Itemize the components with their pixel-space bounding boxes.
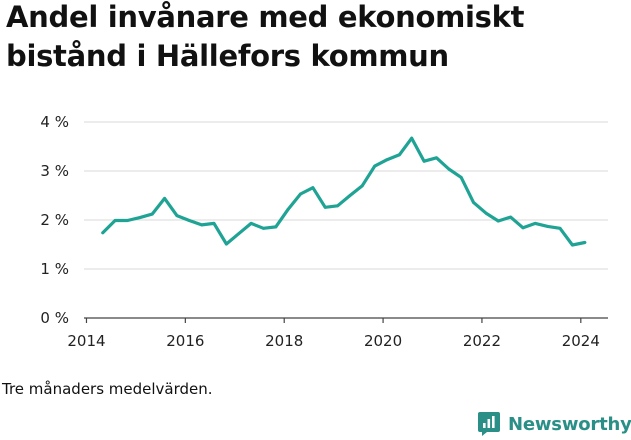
data-point xyxy=(558,226,562,230)
data-point xyxy=(212,222,216,225)
x-tick-label: 2018 xyxy=(265,332,303,350)
data-point xyxy=(373,164,377,168)
data-point xyxy=(175,214,179,218)
data-point xyxy=(398,153,401,157)
data-point xyxy=(571,243,574,247)
x-axis-tick-labels: 2014 2016 2018 2020 2022 2024 xyxy=(67,332,600,350)
data-point xyxy=(410,136,414,140)
data-point xyxy=(138,216,142,220)
data-point xyxy=(385,158,389,162)
data-point xyxy=(323,205,327,209)
data-point xyxy=(126,219,129,222)
data-point xyxy=(163,197,167,200)
chart-title: Andel invånare med ekonomiskt bistånd i … xyxy=(6,0,525,73)
data-point xyxy=(286,207,290,211)
data-point xyxy=(447,167,451,171)
data-point xyxy=(299,192,302,196)
data-point xyxy=(521,226,525,230)
brand-name: Newsworthy xyxy=(508,413,631,435)
data-point xyxy=(262,226,265,230)
newsworthy-logo-icon xyxy=(478,412,500,436)
y-axis-tick-labels: 0 % 1 % 2 % 3 % 4 % xyxy=(40,113,69,327)
data-point xyxy=(422,159,426,163)
data-point xyxy=(435,156,438,160)
data-point xyxy=(509,215,512,219)
data-point xyxy=(546,225,550,228)
series-layer xyxy=(101,136,587,247)
y-tick-label: 2 % xyxy=(40,211,69,229)
y-tick-label: 0 % xyxy=(40,309,69,327)
data-point xyxy=(237,232,241,236)
series-line xyxy=(101,136,587,247)
data-point xyxy=(360,184,364,188)
x-axis xyxy=(84,317,608,323)
data-point xyxy=(336,204,339,208)
brand-logo[interactable]: Newsworthy xyxy=(477,408,631,440)
data-point xyxy=(200,223,204,227)
data-point xyxy=(249,222,253,225)
grid-lines xyxy=(84,121,608,270)
data-point xyxy=(459,176,463,179)
data-point xyxy=(533,222,537,225)
data-point xyxy=(101,231,105,235)
data-point xyxy=(472,201,475,204)
data-point xyxy=(225,242,228,246)
data-point xyxy=(348,194,352,197)
x-tick-label: 2024 xyxy=(562,332,600,350)
data-point xyxy=(311,186,315,190)
x-tick-label: 2022 xyxy=(463,332,501,350)
data-point xyxy=(150,212,154,216)
x-tick-label: 2014 xyxy=(67,332,105,350)
y-tick-label: 4 % xyxy=(40,113,69,131)
data-point xyxy=(113,219,117,222)
data-point xyxy=(583,241,587,244)
y-tick-label: 1 % xyxy=(40,260,69,278)
footnote: Tre månaders medelvärden. xyxy=(2,380,213,398)
data-point xyxy=(274,225,278,229)
data-point xyxy=(496,219,500,223)
data-point xyxy=(187,219,191,222)
y-tick-label: 3 % xyxy=(40,162,69,180)
data-point xyxy=(484,211,488,215)
x-tick-label: 2016 xyxy=(166,332,204,350)
x-tick-label: 2020 xyxy=(364,332,402,350)
